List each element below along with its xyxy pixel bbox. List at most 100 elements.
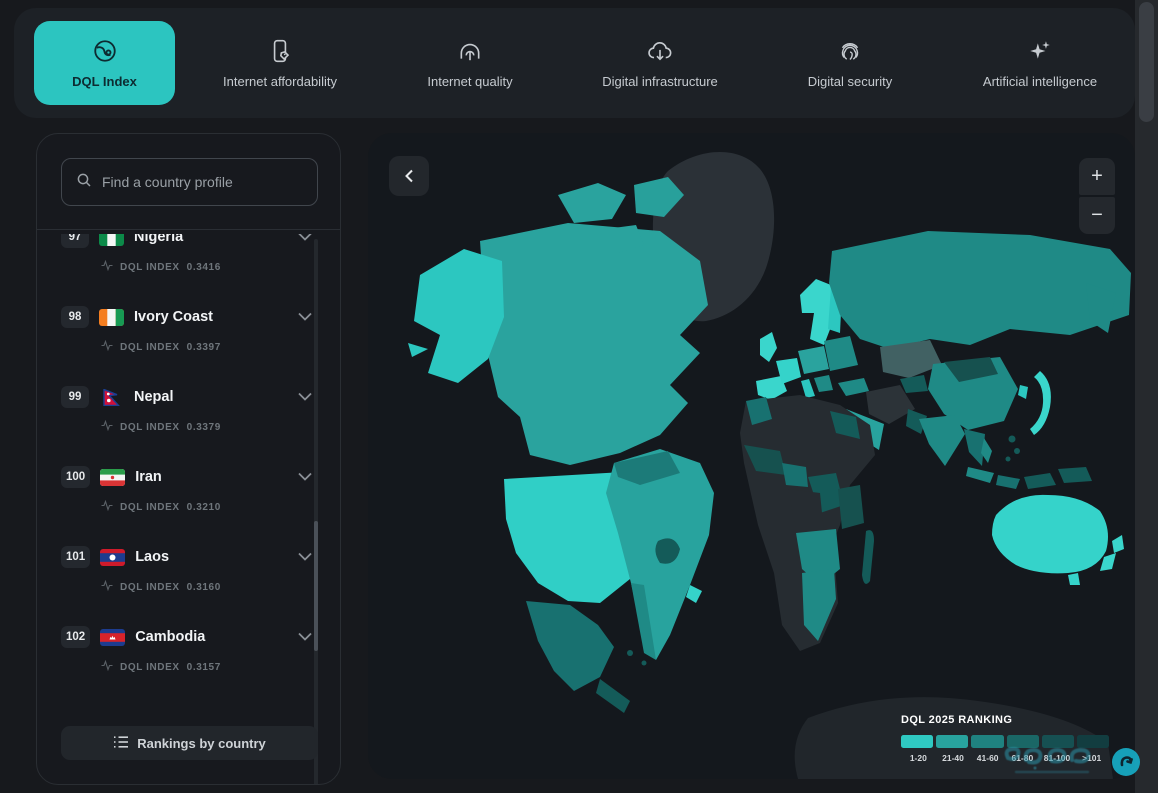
pulse-icon — [101, 339, 113, 354]
region-mexico — [526, 601, 614, 691]
chevron-down-icon[interactable] — [298, 548, 312, 566]
chevron-down-icon[interactable] — [298, 628, 312, 646]
region-russia — [829, 231, 1131, 349]
country-sidebar: 97 Nigeria DQL INDEX 0.3416 — [36, 133, 341, 785]
chevron-down-icon[interactable] — [298, 308, 312, 326]
legend-swatch — [936, 735, 969, 748]
iran-flag-icon — [100, 468, 126, 486]
metric-label: DQL INDEX — [120, 661, 180, 673]
cloud-download-icon — [647, 38, 673, 64]
rank-badge: 102 — [61, 626, 91, 648]
nepal-flag-icon — [99, 388, 124, 406]
globe-wave-icon — [92, 38, 118, 64]
legend-swatch — [1041, 735, 1074, 748]
back-button[interactable] — [389, 156, 429, 196]
page-scrollbar[interactable] — [1135, 0, 1158, 793]
country-search-box[interactable] — [61, 158, 318, 206]
zoom-in-button[interactable]: + — [1079, 158, 1115, 195]
metric-label: DQL INDEX — [120, 581, 180, 593]
tab-label: Digital infrastructure — [602, 73, 718, 89]
list-scrollbar-thumb[interactable] — [314, 521, 318, 651]
chevron-down-icon[interactable] — [298, 388, 312, 406]
pulse-icon — [101, 499, 113, 514]
legend-swatch — [901, 735, 934, 748]
page-scrollbar-thumb[interactable] — [1139, 2, 1154, 122]
region-iran — [866, 385, 915, 424]
tab-digital-infrastructure[interactable]: Digital infrastructure — [565, 38, 755, 89]
country-name: Ivory Coast — [134, 309, 213, 325]
legend-title: DQL 2025 RANKING — [901, 714, 1013, 726]
country-name: Cambodia — [135, 629, 206, 645]
zoom-controls: + − — [1079, 158, 1115, 234]
rank-badge: 100 — [61, 466, 91, 488]
zoom-out-button[interactable]: − — [1079, 197, 1115, 234]
region-canada[interactable] — [480, 177, 708, 465]
category-tab-bar: DQL Index Internet affordability — [14, 8, 1135, 118]
tab-label: Internet quality — [427, 73, 513, 89]
region-south-korea — [1018, 385, 1028, 399]
ivory-coast-flag-icon — [99, 308, 124, 326]
pulse-icon — [101, 259, 113, 274]
chevron-down-icon[interactable] — [298, 234, 312, 246]
list-icon — [113, 735, 129, 752]
tab-label: DQL Index — [72, 73, 137, 89]
country-row-cambodia[interactable]: 102 Cambodia DQL INDEX 0.3157 — [61, 614, 318, 694]
fingerprint-icon — [837, 38, 863, 64]
search-icon — [76, 172, 92, 193]
tab-internet-affordability[interactable]: Internet affordability — [185, 38, 375, 89]
list-scrollbar[interactable] — [314, 239, 318, 784]
world-map[interactable] — [368, 133, 1135, 779]
sparkles-icon — [1027, 38, 1053, 64]
region-indonesia[interactable] — [966, 467, 1056, 489]
rank-badge: 98 — [61, 306, 89, 328]
map-legend: DQL 2025 RANKING 1-20 21-40 41-60 61-80 … — [901, 714, 1110, 763]
country-row-ivory-coast[interactable]: 98 Ivory Coast DQL INDEX 0.3397 — [61, 294, 318, 374]
region-turkey — [838, 378, 869, 396]
region-central-america — [596, 679, 630, 713]
metric-value: 0.3157 — [186, 661, 221, 673]
divider — [37, 229, 340, 230]
country-name: Laos — [135, 549, 170, 565]
legend-label: 21-40 — [942, 753, 964, 763]
legend-swatch — [1076, 735, 1110, 748]
legend-label: 81-100 — [1043, 753, 1071, 763]
country-row-iran[interactable]: 100 Iran DQL INDEX 0.3210 — [61, 454, 318, 534]
region-india — [919, 415, 965, 466]
tab-label: Digital security — [807, 73, 893, 89]
tab-artificial-intelligence[interactable]: Artificial intelligence — [945, 38, 1135, 89]
rank-badge: 99 — [61, 386, 89, 408]
country-list[interactable]: 97 Nigeria DQL INDEX 0.3416 — [61, 234, 318, 702]
rankings-button-label: Rankings by country — [137, 735, 266, 751]
tab-label: Artificial intelligence — [982, 73, 1098, 89]
region-africa[interactable] — [740, 395, 875, 651]
legend-labels: 1-20 21-40 41-60 61-80 81-100 >101 — [901, 753, 1109, 763]
rank-badge: 101 — [61, 546, 91, 568]
region-mongolia — [944, 357, 998, 382]
rankings-by-country-button[interactable]: Rankings by country — [61, 726, 318, 760]
tab-dql-index[interactable]: DQL Index — [34, 21, 175, 105]
laos-flag-icon — [100, 548, 126, 566]
region-new-zealand[interactable] — [1100, 535, 1124, 571]
metric-label: DQL INDEX — [120, 261, 180, 273]
region-south-america[interactable] — [606, 449, 714, 660]
region-kazakhstan — [880, 340, 942, 378]
chevron-down-icon[interactable] — [298, 468, 312, 486]
legend-label: >101 — [1082, 753, 1102, 763]
pulse-icon — [101, 659, 113, 674]
country-row-nigeria[interactable]: 97 Nigeria DQL INDEX 0.3416 — [61, 234, 318, 294]
tab-digital-security[interactable]: Digital security — [755, 38, 945, 89]
legend-label: 1-20 — [909, 753, 927, 763]
region-indochina — [964, 429, 985, 466]
legend-label: 41-60 — [976, 753, 999, 763]
region-philippines[interactable] — [1005, 435, 1021, 462]
region-alaska — [414, 249, 504, 383]
tab-internet-quality[interactable]: Internet quality — [375, 38, 565, 89]
country-row-nepal[interactable]: 99 Nepal DQL I — [61, 374, 318, 454]
country-row-laos[interactable]: 101 Laos DQL INDEX 0.3160 — [61, 534, 318, 614]
region-china — [928, 357, 1018, 430]
search-input[interactable] — [102, 174, 303, 190]
metric-value: 0.3416 — [186, 261, 221, 273]
signal-gauge-icon — [457, 38, 483, 64]
metric-label: DQL INDEX — [120, 421, 180, 433]
pulse-icon — [101, 419, 113, 434]
